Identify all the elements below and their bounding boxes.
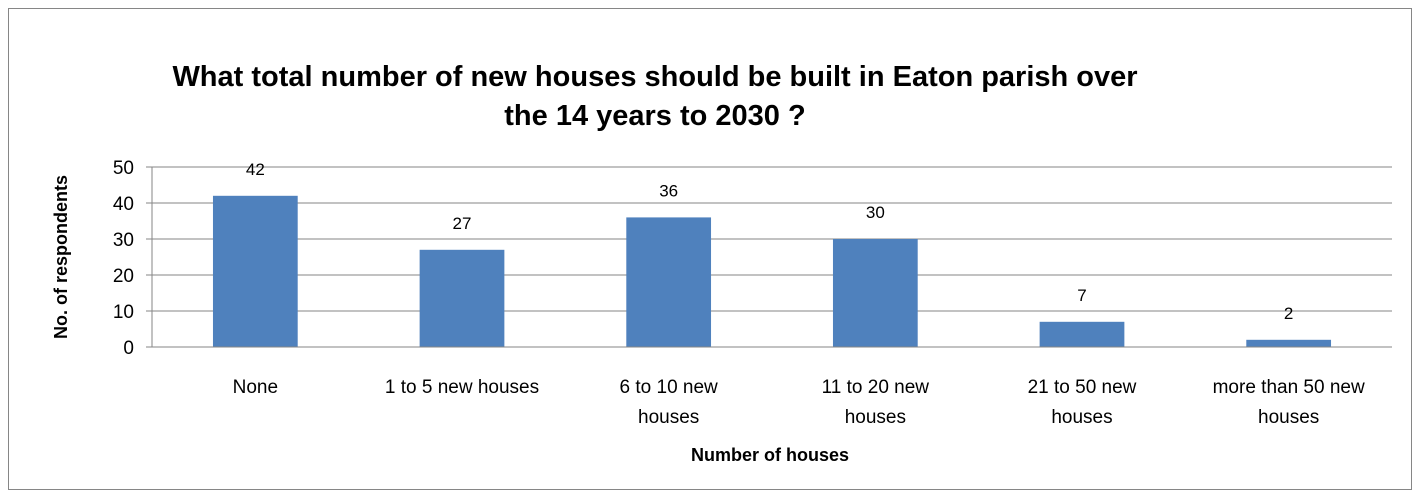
y-tick-label: 20 <box>113 266 134 287</box>
bar <box>419 249 505 347</box>
x-category-label: None <box>233 377 278 398</box>
bar <box>212 195 298 347</box>
x-category-label: 11 to 20 new <box>822 377 930 398</box>
chart-frame: What total number of new houses should b… <box>8 8 1412 490</box>
x-category-label: houses <box>1258 407 1319 428</box>
data-label: 36 <box>659 181 678 200</box>
x-category-label: more than 50 new <box>1213 377 1365 398</box>
data-label: 30 <box>866 203 885 222</box>
x-category-label: 6 to 10 new <box>620 377 719 398</box>
y-tick-label: 0 <box>123 338 134 359</box>
bar <box>1246 339 1332 347</box>
data-label: 2 <box>1284 304 1293 323</box>
bar-chart: What total number of new houses should b… <box>51 61 1392 465</box>
y-tick-label: 30 <box>113 230 134 251</box>
y-tick-label: 10 <box>113 302 134 323</box>
bars <box>212 195 1332 347</box>
x-axis-title: Number of houses <box>691 445 849 465</box>
data-label: 27 <box>453 214 472 233</box>
y-axis-title: No. of respondents <box>51 175 71 339</box>
bar <box>626 217 712 347</box>
y-tick-label: 50 <box>113 158 134 179</box>
x-category-label: houses <box>845 407 906 428</box>
chart-title-line-1: What total number of new houses should b… <box>172 61 1137 93</box>
gridlines <box>152 166 1392 312</box>
bar <box>1039 321 1125 347</box>
chart-title-line-2: the 14 years to 2030 ? <box>504 100 805 132</box>
data-label: 42 <box>246 160 265 179</box>
x-category-label: houses <box>1051 407 1112 428</box>
bar <box>832 239 918 347</box>
y-axis-ticks: 0 10 20 30 40 50 <box>113 158 152 359</box>
y-tick-label: 40 <box>113 194 134 215</box>
x-axis-categories: None 1 to 5 new houses 6 to 10 new houses 11… <box>233 377 1365 428</box>
x-category-label: houses <box>638 407 699 428</box>
data-labels: 42 27 36 30 7 2 <box>246 160 1294 323</box>
data-label: 7 <box>1077 286 1086 305</box>
x-category-label: 21 to 50 new <box>1028 377 1137 398</box>
x-category-label: 1 to 5 new houses <box>385 377 539 398</box>
